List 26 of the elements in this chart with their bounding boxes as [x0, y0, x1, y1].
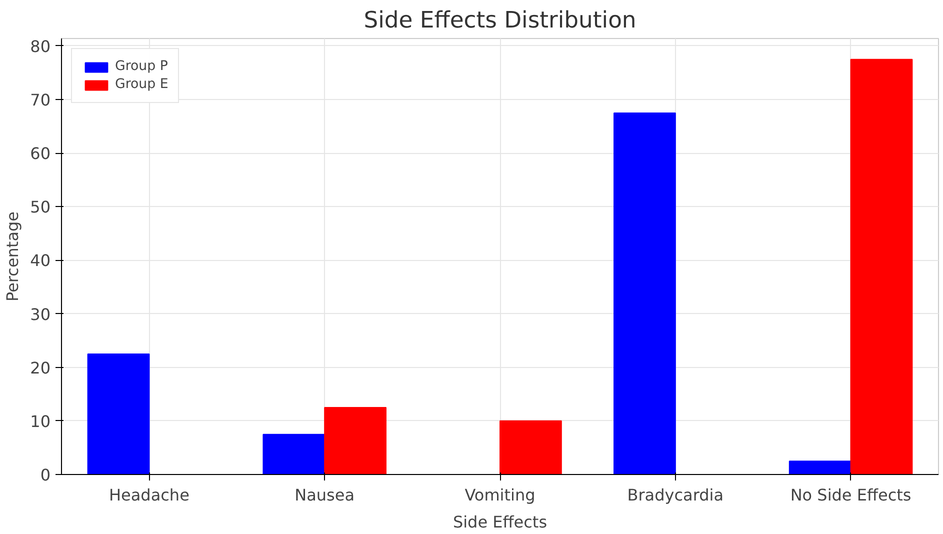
x-tick-label: Bradycardia — [627, 486, 724, 504]
x-tick-label: Nausea — [294, 486, 355, 504]
x-tick-label: Headache — [108, 486, 190, 504]
bar — [87, 353, 150, 474]
y-tick-label: 50 — [30, 198, 50, 217]
y-tick-label: 40 — [30, 251, 50, 270]
y-tick-label: 80 — [30, 37, 50, 56]
y-tick-label: 70 — [30, 90, 50, 110]
y-axis-title: Percentage — [3, 211, 22, 302]
bar — [850, 58, 913, 474]
y-tick-label: 60 — [30, 144, 50, 164]
y-tick-label: 20 — [30, 358, 50, 378]
y-tick-label: 0 — [40, 466, 51, 484]
legend-label: Group E — [115, 77, 168, 92]
x-tick-label: Vomiting — [464, 486, 536, 504]
y-tick-label: 30 — [30, 304, 50, 324]
bar — [324, 407, 386, 474]
bar — [500, 420, 562, 474]
y-tick-label: 10 — [30, 412, 50, 431]
x-axis-title: Side Effects — [452, 512, 548, 532]
chart-title: Side Effects Distribution — [364, 8, 636, 34]
bar — [262, 434, 326, 474]
bar — [614, 112, 676, 474]
bar — [788, 460, 852, 474]
legend-label: Group P — [115, 59, 168, 74]
x-tick-label: No Side Effects — [790, 486, 912, 504]
